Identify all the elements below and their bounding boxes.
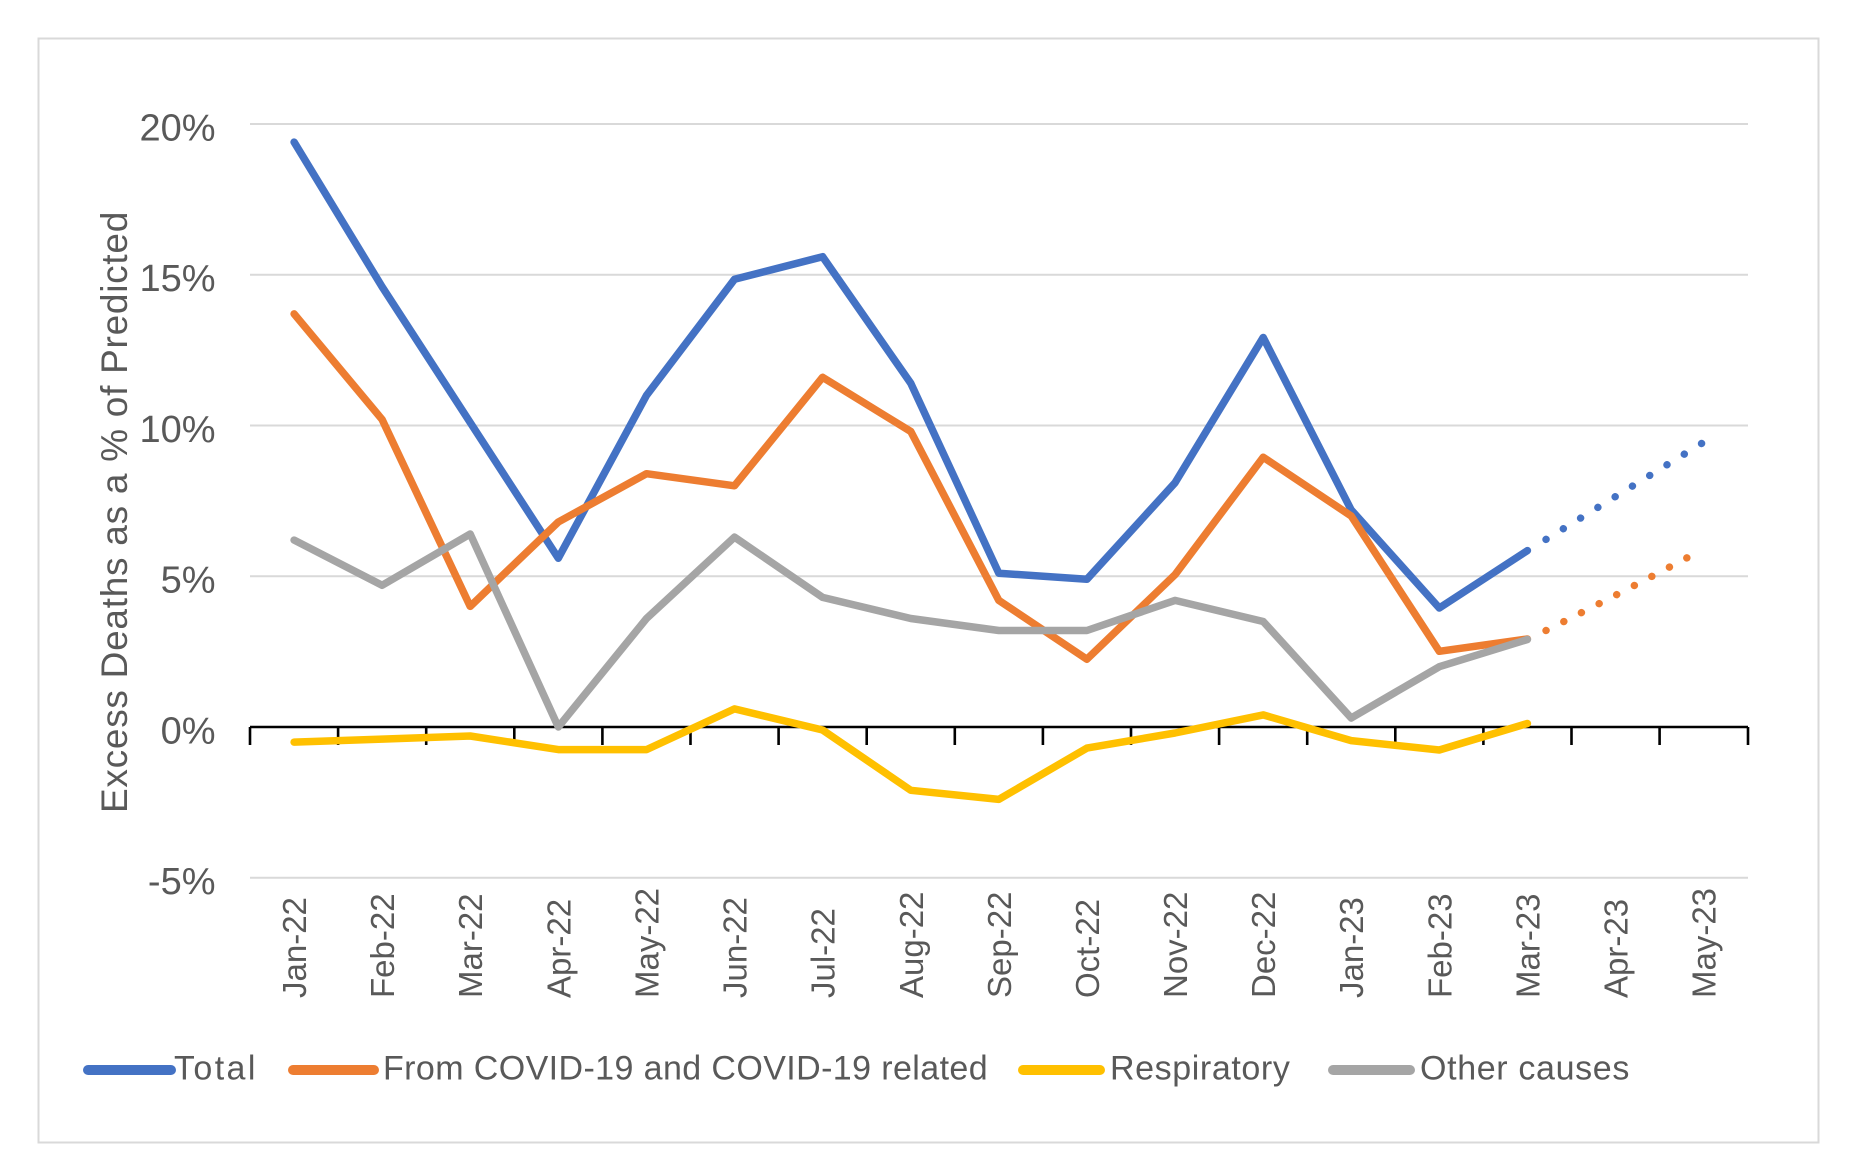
svg-text:10%: 10% <box>139 409 215 451</box>
svg-text:Feb-23: Feb-23 <box>1421 893 1458 998</box>
svg-text:Respiratory: Respiratory <box>1110 1050 1290 1088</box>
svg-text:Jan-23: Jan-23 <box>1333 897 1370 998</box>
svg-text:Total: Total <box>174 1050 258 1088</box>
svg-text:From COVID-19 and COVID-19 rel: From COVID-19 and COVID-19 related <box>383 1050 988 1088</box>
svg-text:0%: 0% <box>161 710 216 752</box>
svg-text:20%: 20% <box>139 107 215 149</box>
svg-text:May-22: May-22 <box>629 888 666 998</box>
svg-text:Nov-22: Nov-22 <box>1157 892 1194 998</box>
svg-text:Apr-23: Apr-23 <box>1598 899 1635 998</box>
svg-text:Oct-22: Oct-22 <box>1069 899 1106 998</box>
svg-text:-5%: -5% <box>148 861 216 903</box>
svg-text:Mar-22: Mar-22 <box>452 893 489 998</box>
svg-text:Excess Deaths as a % of Predic: Excess Deaths as a % of Predicted <box>94 211 135 813</box>
svg-text:Dec-22: Dec-22 <box>1245 892 1282 998</box>
svg-text:15%: 15% <box>139 258 215 300</box>
svg-text:Apr-22: Apr-22 <box>540 899 577 998</box>
svg-text:5%: 5% <box>161 560 216 602</box>
svg-text:May-23: May-23 <box>1686 888 1723 998</box>
svg-text:Jul-22: Jul-22 <box>805 908 842 998</box>
svg-text:Sep-22: Sep-22 <box>981 892 1018 998</box>
svg-text:Aug-22: Aug-22 <box>893 892 930 998</box>
svg-text:Other causes: Other causes <box>1420 1050 1630 1088</box>
svg-text:Mar-23: Mar-23 <box>1509 893 1546 998</box>
svg-text:Feb-22: Feb-22 <box>364 893 401 998</box>
svg-text:Jan-22: Jan-22 <box>276 897 313 998</box>
svg-text:Jun-22: Jun-22 <box>717 897 754 998</box>
